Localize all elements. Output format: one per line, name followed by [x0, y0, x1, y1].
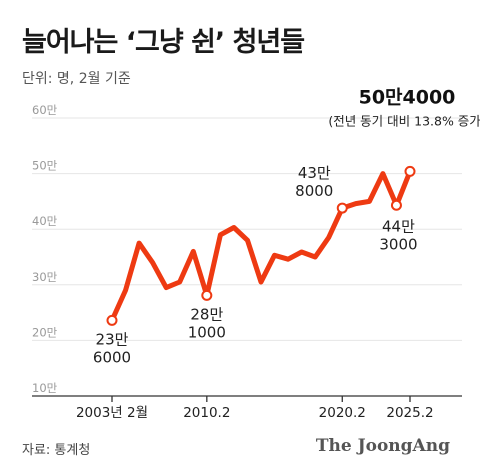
y-tick-label: 60만	[32, 103, 58, 117]
annotation-label: 8000	[295, 182, 333, 200]
annotation-marker	[336, 202, 348, 214]
grid-lines	[32, 117, 462, 341]
y-tick-label: 50만	[32, 159, 58, 173]
annotation-marker	[201, 289, 213, 301]
annotation-label: (전년 동기 대비 13.8% 증가)	[328, 113, 480, 128]
unit-label: 단위: 명, 2월 기준	[22, 71, 131, 87]
y-tick-label: 40만	[32, 214, 58, 228]
x-tick-label: 2020.2	[319, 405, 366, 421]
y-axis-ticks: 60만 50만 40만 30만 20만 10만	[32, 103, 58, 395]
annotation-label: 28만	[190, 305, 223, 323]
annotation-label: 23만	[96, 330, 129, 348]
x-tick-label: 2010.2	[183, 405, 230, 421]
annotation-marker	[106, 314, 118, 326]
annotation-markers	[106, 165, 416, 326]
series-polyline	[109, 168, 413, 323]
x-tick-label: 2025.2	[386, 405, 433, 421]
y-tick-label: 30만	[32, 270, 58, 284]
source-label: 자료: 통계청	[22, 443, 91, 458]
annotation-label: 3000	[379, 235, 417, 253]
chart-title: 늘어나는 ‘그냥 쉰’ 청년들	[22, 27, 305, 58]
annotation-marker	[390, 199, 402, 211]
series-line	[109, 168, 413, 323]
x-tick-label: 2003년 2월	[76, 405, 148, 421]
annotation-label: 6000	[93, 348, 131, 366]
publisher-logo: The JoongAng	[315, 436, 450, 456]
annotation-label: 50만4000	[359, 86, 456, 108]
annotation-label: 43만	[298, 164, 331, 182]
y-tick-label: 20만	[32, 325, 58, 339]
y-tick-label: 10만	[32, 381, 58, 395]
annotation-label: 44만	[382, 217, 415, 235]
x-axis: 2003년 2월 2010.2 2020.2 2025.2	[32, 395, 462, 421]
annotation-marker	[404, 165, 416, 177]
annotation-label: 1000	[188, 323, 226, 341]
